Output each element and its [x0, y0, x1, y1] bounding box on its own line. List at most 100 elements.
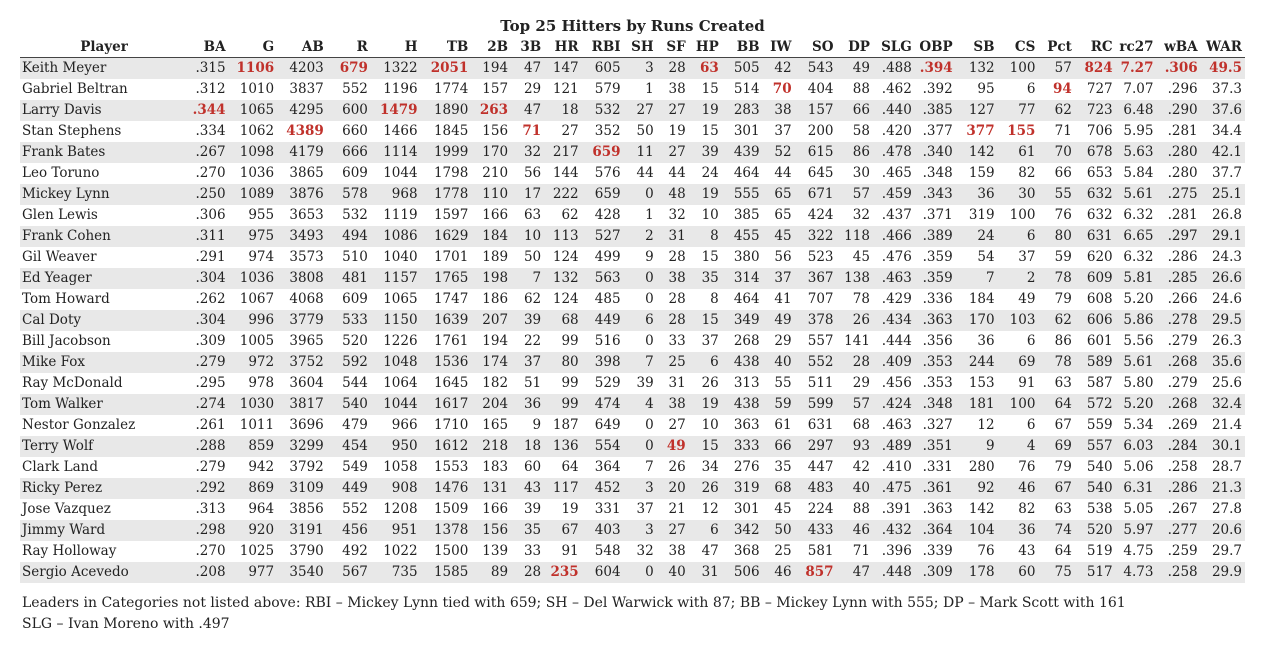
- stat-cell: 15: [701, 123, 719, 139]
- stat-cell: 519: [1086, 543, 1113, 559]
- stat-cell: 184: [471, 226, 512, 247]
- column-header: RC: [1074, 37, 1116, 58]
- stat-cell: 1: [645, 207, 654, 223]
- stat-cell: 18: [544, 100, 582, 121]
- stat-cell: 12: [701, 501, 719, 517]
- stat-cell: 368: [733, 543, 760, 559]
- stat-cell: 42: [852, 459, 870, 475]
- stat-cell: 7.27: [1115, 57, 1157, 79]
- stat-cell: .340: [914, 142, 956, 163]
- stat-cell: 124: [552, 291, 579, 307]
- stat-cell: 22: [523, 333, 542, 349]
- stat-cell: 5.20: [1115, 394, 1157, 415]
- stat-cell: .361: [914, 478, 956, 499]
- stat-cell: 363: [733, 417, 760, 433]
- stat-cell: .306: [195, 207, 226, 223]
- stat-cell: 950: [370, 436, 421, 457]
- stat-cell: 464: [733, 165, 760, 181]
- stat-cell: 1036: [228, 268, 278, 289]
- stat-cell: 609: [1074, 268, 1116, 289]
- stat-cell: 45: [762, 226, 795, 247]
- stat-cell: 15: [688, 310, 722, 331]
- stat-cell: 1479: [370, 100, 421, 121]
- column-header: wBA: [1156, 37, 1201, 58]
- player-name: Ray Holloway: [22, 543, 117, 559]
- stat-cell: 540: [1086, 459, 1113, 475]
- stat-cell: 1536: [420, 352, 472, 373]
- stat-cell: 1065: [228, 100, 278, 121]
- stat-cell: 706: [1086, 123, 1113, 139]
- stat-cell: 520: [1074, 520, 1116, 541]
- stat-cell: 91: [561, 543, 579, 559]
- stat-cell: .296: [1167, 81, 1198, 97]
- player-name: Larry Davis: [20, 100, 192, 121]
- table-row: Bill Jacobson .309 1005 3965 520 1226 1761 194 2…: [20, 331, 1245, 352]
- stat-cell: 5.63: [1115, 142, 1157, 163]
- stat-cell: 79: [1054, 459, 1072, 475]
- stat-cell: 63: [688, 57, 722, 79]
- stat-cell: 908: [370, 478, 421, 499]
- stat-cell: .344: [191, 100, 229, 121]
- stat-cell: 6: [688, 352, 722, 373]
- stat-cell: .410: [881, 459, 912, 475]
- stat-cell: 1226: [383, 333, 418, 349]
- stat-cell: 44: [636, 165, 654, 181]
- stat-cell: 25: [774, 543, 792, 559]
- stat-cell: 5.61: [1115, 184, 1157, 205]
- stat-cell: 505: [721, 57, 763, 79]
- stat-cell: 0: [645, 333, 654, 349]
- stat-cell: 679: [326, 57, 371, 79]
- stat-cell: 153: [968, 375, 995, 391]
- stat-cell: 70: [1038, 142, 1075, 163]
- stat-cell: 25.6: [1211, 375, 1242, 391]
- stat-cell: 1005: [239, 333, 275, 349]
- stat-cell: 82: [1018, 165, 1036, 181]
- stat-cell: 2051: [420, 57, 472, 79]
- stat-cell: 27: [656, 142, 689, 163]
- stat-cell: 608: [1086, 291, 1113, 307]
- stat-cell: 6.32: [1123, 207, 1154, 223]
- stat-cell: .462: [881, 81, 912, 97]
- stat-cell: 1629: [420, 226, 472, 247]
- stat-cell: 572: [1074, 394, 1116, 415]
- stat-cell: 592: [326, 352, 371, 373]
- column-header: RBI: [581, 37, 624, 58]
- player-name: Cal Doty: [20, 310, 192, 331]
- stat-cell: 1585: [420, 562, 472, 583]
- stat-cell: 26: [668, 459, 686, 475]
- table-row: Leo Toruno .270 1036 3865 609 1044 1798 210 56 14…: [20, 163, 1245, 184]
- stat-cell: .250: [191, 184, 229, 205]
- stat-cell: 3653: [289, 207, 324, 223]
- stat-cell: 218: [471, 436, 512, 457]
- stat-cell: 144: [552, 165, 579, 181]
- table-row: Ed Yeager .304 1036 3808 481 1157 1765 198 7 132 5…: [20, 268, 1245, 289]
- stat-cell: 57: [836, 394, 873, 415]
- stat-cell: 55: [774, 375, 792, 391]
- stat-cell: .284: [1156, 436, 1201, 457]
- stat-cell: 6.48: [1115, 100, 1157, 121]
- stat-cell: 36: [977, 333, 995, 349]
- stat-cell: .327: [922, 417, 953, 433]
- stat-cell: 510: [342, 249, 368, 265]
- stat-cell: 15: [688, 436, 722, 457]
- stat-cell: 30: [852, 165, 870, 181]
- stat-cell: 1509: [433, 501, 469, 517]
- stat-cell: 455: [721, 226, 763, 247]
- table-row: Jose Vazquez .313 964 3856 552 1208 1509 166 39 1…: [20, 499, 1245, 520]
- column-header: H: [370, 37, 421, 58]
- table-row: Ray McDonald .295 978 3604 544 1064 1645 182 51 9…: [20, 373, 1245, 394]
- column-header: SF: [656, 37, 689, 58]
- stat-cell: 142: [968, 501, 995, 517]
- stat-cell: 67: [1054, 417, 1072, 433]
- stat-cell: .304: [191, 310, 229, 331]
- stat-cell: .279: [1167, 375, 1198, 391]
- stat-cell: 19: [688, 394, 722, 415]
- stat-cell: 29: [774, 333, 792, 349]
- stat-cell: .261: [195, 417, 226, 433]
- stat-cell: 27: [561, 123, 579, 139]
- stat-cell: 579: [594, 81, 621, 97]
- stat-cell: 194: [471, 57, 512, 79]
- stat-cell: 7: [623, 352, 657, 373]
- stat-cell: .279: [1167, 333, 1198, 349]
- stat-cell: 3808: [277, 268, 327, 289]
